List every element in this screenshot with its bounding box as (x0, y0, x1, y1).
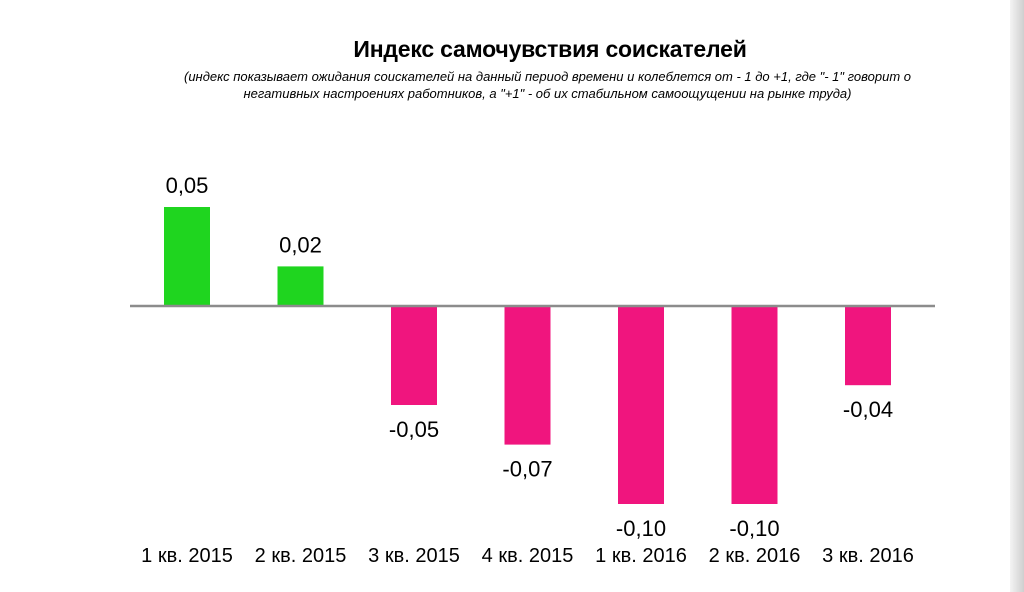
bar (731, 306, 778, 504)
data-label: 0,05 (166, 173, 209, 198)
bar (845, 306, 891, 386)
data-label: -0,10 (729, 516, 779, 541)
data-label: -0,05 (389, 417, 439, 442)
window-edge (1010, 0, 1024, 592)
x-tick-label: 1 кв. 2015 (141, 545, 233, 567)
x-tick-label: 1 кв. 2016 (595, 545, 687, 567)
x-tick-label: 2 кв. 2015 (255, 545, 347, 567)
x-tick-label: 3 кв. 2016 (822, 545, 914, 567)
x-tick-label: 4 кв. 2015 (482, 545, 574, 567)
x-tick-label: 2 кв. 2016 (709, 545, 801, 567)
data-label: 0,02 (279, 232, 322, 257)
data-label: -0,10 (616, 516, 666, 541)
x-tick-label: 3 кв. 2015 (368, 545, 460, 567)
chart-title: Индекс самочувствия соискателей (353, 36, 747, 62)
bar (277, 266, 324, 306)
bar (618, 306, 664, 504)
data-label: -0,07 (502, 457, 552, 482)
bar (504, 306, 551, 445)
bar (164, 207, 210, 306)
bar (391, 306, 437, 405)
chart-subtitle: (индекс показывает ожидания соискателей … (184, 69, 911, 101)
data-label: -0,04 (843, 397, 893, 422)
